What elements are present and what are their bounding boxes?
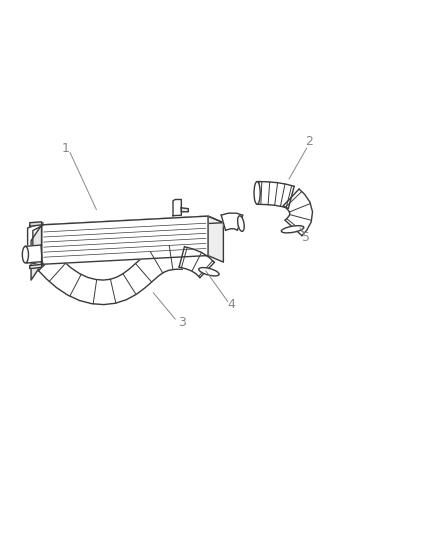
Polygon shape <box>31 225 42 280</box>
Polygon shape <box>283 189 313 236</box>
Polygon shape <box>221 213 243 230</box>
Polygon shape <box>208 216 223 262</box>
Text: 5: 5 <box>302 231 310 244</box>
Ellipse shape <box>199 268 219 276</box>
Polygon shape <box>258 182 294 208</box>
Polygon shape <box>173 199 181 216</box>
Ellipse shape <box>254 182 260 204</box>
Ellipse shape <box>22 246 28 263</box>
Text: 4: 4 <box>227 297 235 311</box>
Text: 3: 3 <box>178 316 186 329</box>
Polygon shape <box>42 216 208 264</box>
Polygon shape <box>25 245 42 263</box>
Polygon shape <box>30 222 42 226</box>
Polygon shape <box>39 245 182 304</box>
Ellipse shape <box>281 225 304 233</box>
Text: 1: 1 <box>62 142 70 155</box>
Ellipse shape <box>237 216 244 231</box>
Polygon shape <box>179 247 214 278</box>
Polygon shape <box>42 216 223 231</box>
Text: 2: 2 <box>305 135 313 148</box>
Polygon shape <box>28 223 43 265</box>
Polygon shape <box>181 208 188 212</box>
Polygon shape <box>30 264 42 269</box>
